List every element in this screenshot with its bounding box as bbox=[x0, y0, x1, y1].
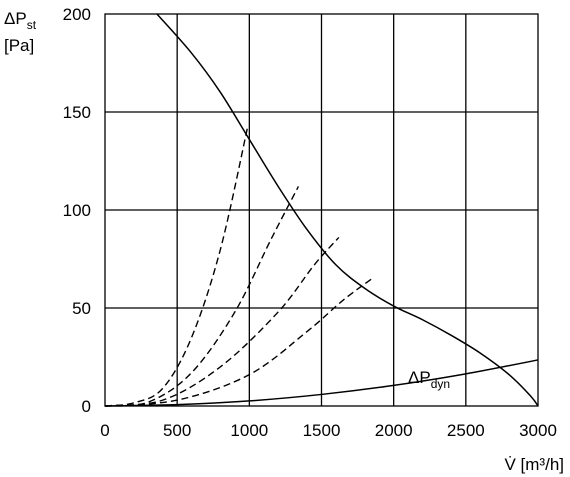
plot-frame bbox=[104, 13, 539, 407]
y-tick-label: 50 bbox=[72, 299, 91, 318]
system-curve-1 bbox=[104, 125, 249, 407]
system-curve-3 bbox=[104, 236, 340, 407]
x-tick-label: 500 bbox=[163, 421, 191, 440]
system-curve-4 bbox=[104, 278, 373, 407]
dynamic-pressure-label: ΔPdyn bbox=[408, 368, 450, 391]
fan-curve bbox=[156, 13, 539, 407]
x-tick-label: 1000 bbox=[230, 421, 268, 440]
x-tick-label: 3000 bbox=[519, 421, 557, 440]
x-tick-label: 2000 bbox=[375, 421, 413, 440]
x-axis-label: V̇ [m³/h] bbox=[504, 455, 564, 474]
y-tick-label: 150 bbox=[63, 103, 91, 122]
x-tick-label: 2500 bbox=[447, 421, 485, 440]
y-tick-label: 200 bbox=[63, 5, 91, 24]
grid bbox=[104, 13, 539, 407]
x-tick-label: 1500 bbox=[303, 421, 341, 440]
tick-labels: 0 500 1000 1500 2000 2500 3000 0 50 100 150 200 bbox=[63, 5, 557, 440]
dynamic-pressure-curve bbox=[104, 359, 539, 407]
x-tick-label: 0 bbox=[100, 421, 109, 440]
y-axis-label: ΔPst bbox=[4, 9, 37, 32]
y-tick-label: 100 bbox=[63, 201, 91, 220]
y-axis-unit: [Pa] bbox=[4, 36, 34, 55]
y-tick-label: 0 bbox=[82, 397, 91, 416]
system-curve-2 bbox=[104, 186, 300, 407]
series bbox=[104, 13, 539, 407]
